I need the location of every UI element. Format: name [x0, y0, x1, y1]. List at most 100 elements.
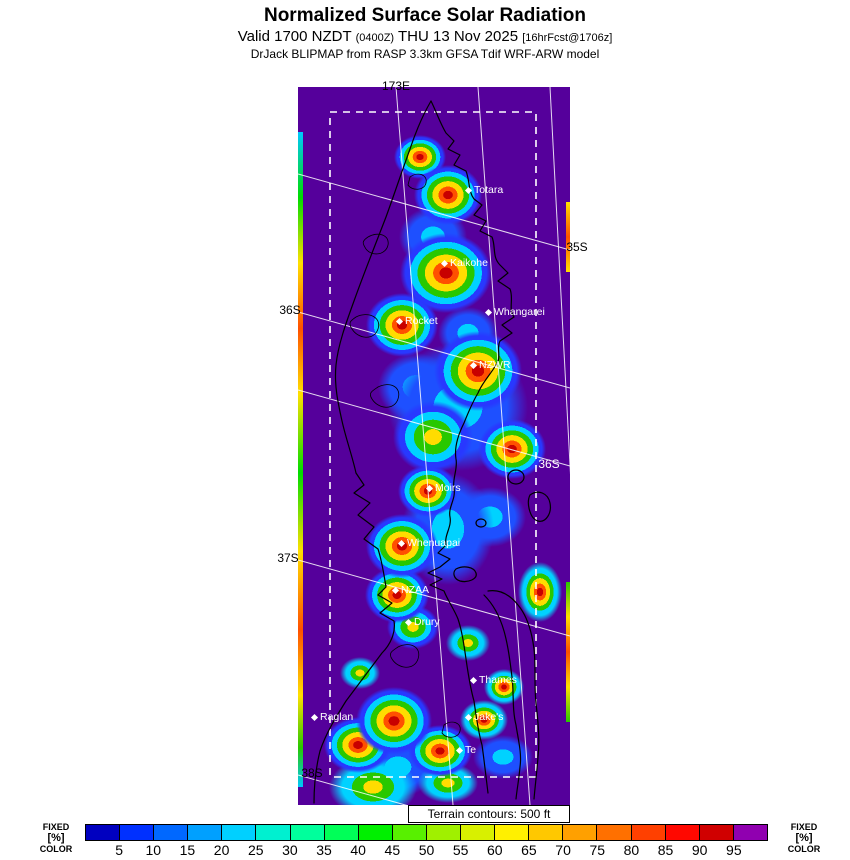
place-label: Totara: [464, 184, 504, 196]
coastline-east: [427, 100, 515, 794]
longitude-gridline: [477, 87, 531, 805]
place-label: Jake's: [464, 711, 504, 723]
colorbar-segment: [528, 825, 563, 840]
colorbar-value: 55: [452, 842, 469, 858]
colorbar-value: 30: [282, 842, 298, 858]
place-label: Rocket: [395, 315, 438, 327]
latitude-gridline: [298, 311, 570, 389]
colorbar-value: 35: [316, 842, 332, 858]
west-edge-gradient: [298, 132, 303, 787]
latlon-label: 173E: [381, 79, 411, 93]
place-name: Thames: [479, 674, 517, 686]
coastline-coromandel-west: [483, 594, 522, 800]
map-plot: [298, 87, 570, 805]
terrain-contour: [407, 173, 427, 190]
terrain-contour: [441, 721, 461, 738]
colorbar-value: 80: [623, 842, 640, 858]
place-name: Raglan: [320, 711, 354, 723]
colorbar-value: 50: [418, 842, 435, 858]
place-name: Drury: [414, 616, 440, 628]
latlon-label: 37S: [277, 551, 299, 565]
colorbar-values: 5 10 15 20 25 30 35 40 45 50 55 60 65 70 75 80 85 90 95: [85, 842, 768, 858]
page-title: Normalized Surface Solar Radiation: [263, 5, 587, 26]
colorbar-segment: [562, 825, 597, 840]
colorbar-value: 70: [555, 842, 571, 858]
place-name: Totara: [474, 184, 504, 196]
domain-boundary-box: [329, 111, 537, 778]
place-marker-icon: [391, 586, 400, 594]
place-label: NZWR: [469, 359, 511, 371]
longitude-gridline: [549, 87, 570, 475]
terrain-contour: [349, 314, 380, 338]
percent-label-line: [%]: [795, 832, 813, 844]
colorbar-value: 45: [384, 842, 401, 858]
colorbar-segment: [460, 825, 495, 840]
place-name: Kaikohe: [450, 257, 488, 269]
colorbar-value: 90: [691, 842, 708, 858]
colorbar-segment: [86, 825, 120, 840]
place-marker-icon: [395, 317, 404, 325]
colorbar-segment: [255, 825, 290, 840]
place-label: Kaikohe: [440, 257, 488, 269]
place-label: Moirs: [425, 482, 461, 494]
header: Normalized Surface Solar Radiation Valid…: [0, 4, 850, 62]
colorbar-value: 15: [179, 842, 196, 858]
model-line: DrJack BLIPMAP from RASP 3.3km GFSA Tdif…: [250, 46, 600, 61]
place-name: Moirs: [435, 482, 461, 494]
radiation-field: [298, 87, 570, 805]
percent-label-line: [%]: [47, 832, 65, 844]
place-name: NZWR: [479, 359, 511, 371]
colorbar-value: 75: [589, 842, 606, 858]
place-marker-icon: [310, 713, 319, 721]
colorbar-value: 10: [145, 842, 162, 858]
colorbar-segment: [357, 825, 392, 840]
terrain-contour: [370, 384, 400, 408]
place-label: Thames: [469, 674, 517, 686]
valid-time-line: Valid 1700 NZDT (0400Z) THU 13 Nov 2025 …: [0, 28, 850, 47]
fixed-color-label-right: FIXED [%] COLOR: [776, 822, 832, 854]
east-edge-gradient-lower: [566, 582, 570, 722]
colorbar-segment: [630, 825, 665, 840]
island-little-barrier: [507, 469, 525, 485]
terrain-contours-note: Terrain contours: 500 ft: [408, 805, 570, 823]
colorbar-segment: [187, 825, 222, 840]
colorbar-value: 5: [115, 842, 124, 858]
island-great-barrier: [527, 491, 551, 522]
colorbar-value: 20: [213, 842, 230, 858]
colorbar-segment: [664, 825, 699, 840]
place-label: Raglan: [310, 711, 354, 723]
place-marker-icon: [440, 259, 449, 267]
colorbar-segment: [323, 825, 358, 840]
colorbar-value: 85: [657, 842, 674, 858]
latlon-label: 36S: [279, 303, 301, 317]
place-label: NZAA: [391, 584, 430, 596]
place-name: Whenuapai: [407, 537, 461, 549]
place-marker-icon: [404, 618, 413, 626]
place-label: Whenuapai: [397, 537, 461, 549]
latitude-gridline: [298, 173, 570, 251]
place-marker-icon: [484, 308, 493, 316]
latitude-gridline: [298, 774, 408, 805]
place-name: Whangarei: [494, 306, 545, 318]
place-name: Jake's: [474, 711, 504, 723]
latlon-label: 38S: [301, 766, 323, 780]
terrain-contour: [362, 233, 389, 255]
colorbar-segment: [119, 825, 154, 840]
latlon-grid: [298, 87, 570, 805]
place-marker-icon: [469, 361, 478, 369]
forecast-offset: [16hrFcst@1706z]: [522, 31, 613, 44]
place-name: NZAA: [401, 584, 430, 596]
map-overlay-svg: [298, 87, 570, 805]
place-label: Whangarei: [484, 306, 545, 318]
colorbar-segment: [596, 825, 631, 840]
colorbar-segment: [698, 825, 733, 840]
fixed-color-label-left: FIXED [%] COLOR: [28, 822, 84, 854]
island-waiheke: [453, 566, 477, 583]
terrain-contour: [390, 644, 420, 668]
place-name: Rocket: [405, 315, 438, 327]
place-marker-icon: [464, 186, 473, 194]
colorbar-segment: [494, 825, 529, 840]
colorbar-value: 25: [247, 842, 264, 858]
place-marker-icon: [455, 746, 464, 754]
